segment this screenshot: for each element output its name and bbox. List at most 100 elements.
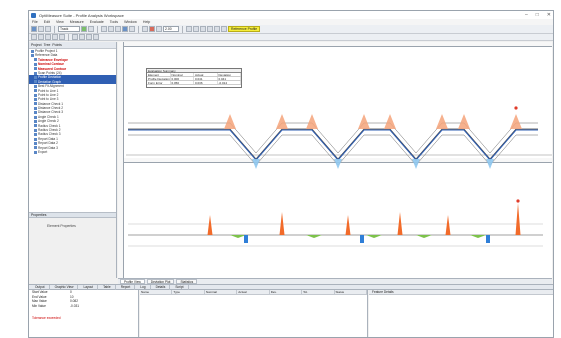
tree-item[interactable]: Report Data 1 — [29, 137, 116, 141]
menu-tools[interactable]: Tools — [109, 20, 119, 24]
select-icon[interactable] — [31, 34, 37, 40]
open-icon[interactable] — [38, 26, 44, 32]
pan-icon[interactable] — [129, 26, 135, 32]
maximize-icon[interactable]: □ — [535, 12, 539, 18]
grid-header[interactable]: Name — [140, 290, 173, 294]
save-icon[interactable] — [45, 26, 51, 32]
tree-item[interactable]: Tolerance Envelope — [29, 58, 116, 62]
tree-item[interactable]: Distance Check 3 — [29, 110, 116, 114]
delete-icon[interactable] — [149, 26, 155, 32]
tree-item[interactable]: Reference Data — [29, 53, 116, 57]
text-icon[interactable] — [93, 34, 99, 40]
menu-view[interactable]: View — [56, 20, 64, 24]
profile-plot[interactable] — [118, 42, 552, 278]
grid-icon[interactable] — [186, 26, 192, 32]
tab-table[interactable]: Table — [99, 284, 116, 290]
circle-icon[interactable] — [59, 34, 65, 40]
tab-layout[interactable]: Layout — [79, 284, 99, 290]
menu-help[interactable]: Help — [142, 20, 151, 24]
fit-icon[interactable] — [115, 26, 121, 32]
tree-item[interactable]: Distance Check 1 — [29, 102, 116, 106]
tree-item[interactable]: Deviation Graph — [29, 79, 116, 85]
grid-header[interactable]: Actual — [237, 290, 270, 294]
grid-header[interactable]: Status — [335, 290, 367, 294]
prop-row[interactable]: Min Value -0.031 — [29, 304, 138, 309]
radius-icon[interactable] — [86, 34, 92, 40]
tree-item[interactable]: Radius Check 1 — [29, 124, 116, 128]
run-icon[interactable] — [81, 26, 87, 32]
table-cell: Profile Deviation — [148, 77, 171, 80]
export-icon[interactable] — [221, 26, 227, 32]
stop-icon[interactable] — [88, 26, 94, 32]
scale-field[interactable]: 2.00 — [163, 26, 179, 32]
minimize-icon[interactable]: – — [524, 12, 528, 18]
snap-icon[interactable] — [193, 26, 199, 32]
grid-header[interactable]: Dev. — [270, 290, 303, 294]
tree-item[interactable]: Nominal Contour — [29, 62, 116, 66]
tree-item[interactable]: Export — [29, 150, 116, 154]
align-icon[interactable] — [200, 26, 206, 32]
report-icon[interactable] — [214, 26, 220, 32]
rotate-icon[interactable] — [122, 26, 128, 32]
element-props-list: Start Value 0 End Value 10 Max Value 0.0… — [29, 290, 139, 337]
menu-edit[interactable]: Edit — [43, 20, 50, 24]
tab-script[interactable]: Script — [171, 284, 189, 290]
filter-icon[interactable] — [207, 26, 213, 32]
tab-report[interactable]: Report — [117, 284, 136, 290]
close-icon[interactable]: ✕ — [546, 12, 551, 18]
tree-item[interactable]: Report Data 3 — [29, 146, 116, 150]
tree-item[interactable]: Measured Contour — [29, 67, 116, 71]
tree-item[interactable]: Radius Check 2 — [29, 128, 116, 132]
tree-item[interactable]: Profile Project 1 — [29, 49, 116, 53]
tab-profile-view[interactable]: Profile View — [120, 279, 145, 284]
tree-item[interactable]: Report Data 2 — [29, 141, 116, 145]
distance-icon[interactable] — [72, 34, 78, 40]
tab-statistics[interactable]: Statistics — [176, 279, 198, 284]
grid-header[interactable]: Tol. — [302, 290, 335, 294]
tree-item[interactable]: Angle Check 1 — [29, 115, 116, 119]
tree-item[interactable]: Point to Line 3 — [29, 97, 116, 101]
line-icon[interactable] — [45, 34, 51, 40]
tree-item[interactable]: Point to Line 1 — [29, 89, 116, 93]
tree-item-label: Point to Line 3 — [38, 97, 59, 102]
plot-area[interactable]: Evaluation Summary Element Nominal Actua… — [118, 42, 552, 278]
arc-icon[interactable] — [52, 34, 58, 40]
tab-details[interactable]: Details — [152, 284, 171, 290]
point-icon[interactable] — [38, 34, 44, 40]
tree-item[interactable]: Scan Points (24) — [29, 71, 116, 75]
tab-log[interactable]: Log — [136, 284, 151, 290]
menu-window[interactable]: Window — [124, 20, 137, 24]
zoom-out-icon[interactable] — [108, 26, 114, 32]
tree-item[interactable]: Point to Line 2 — [29, 93, 116, 97]
tree-item[interactable]: Best Fit Alignment — [29, 84, 116, 88]
tree-tab-points[interactable]: Points — [52, 43, 62, 47]
tree-item[interactable]: Radius Check 3 — [29, 132, 116, 136]
new-icon[interactable] — [31, 26, 37, 32]
app-icon — [31, 12, 36, 18]
tab-output[interactable]: Output — [31, 284, 50, 290]
tab-deviation-plot[interactable]: Deviation Plot — [146, 279, 175, 284]
zoom-in-icon[interactable] — [101, 26, 107, 32]
track-field[interactable]: Track — [58, 26, 80, 32]
grid-header[interactable]: Nominal — [205, 290, 238, 294]
tree-tab-tree[interactable]: Tree — [43, 43, 51, 47]
tree-item[interactable]: Distance Check 2 — [29, 106, 116, 110]
reference-profile-selector[interactable]: Reference Profile — [228, 26, 261, 32]
prop-row[interactable]: Start Value 0 — [29, 290, 138, 295]
deviation-ok-segment — [416, 235, 432, 238]
prop-row[interactable]: Max Value 0.082 — [29, 299, 138, 304]
table-row[interactable]: Profile Deviation 0.000 0.041 0.041 — [147, 77, 241, 81]
menu-file[interactable]: File — [32, 20, 38, 24]
table-row[interactable]: Form Error 0.050 0.036 -0.014 — [147, 81, 241, 85]
angle-icon[interactable] — [79, 34, 85, 40]
tab-graphic-view[interactable]: Graphic View — [51, 284, 79, 290]
tree-tab-project[interactable]: Project — [31, 43, 42, 47]
tree-item[interactable]: Profile Deviation — [29, 75, 116, 80]
prop-row[interactable]: End Value 10 — [29, 295, 138, 300]
grid-header[interactable]: Type — [172, 290, 205, 294]
tree-item[interactable]: Angle Check 2 — [29, 119, 116, 123]
menu-evaluate[interactable]: Evaluate — [89, 20, 104, 24]
menu-measure[interactable]: Measure — [69, 20, 84, 24]
measure-icon[interactable] — [142, 26, 148, 32]
layer-icon[interactable] — [156, 26, 162, 32]
